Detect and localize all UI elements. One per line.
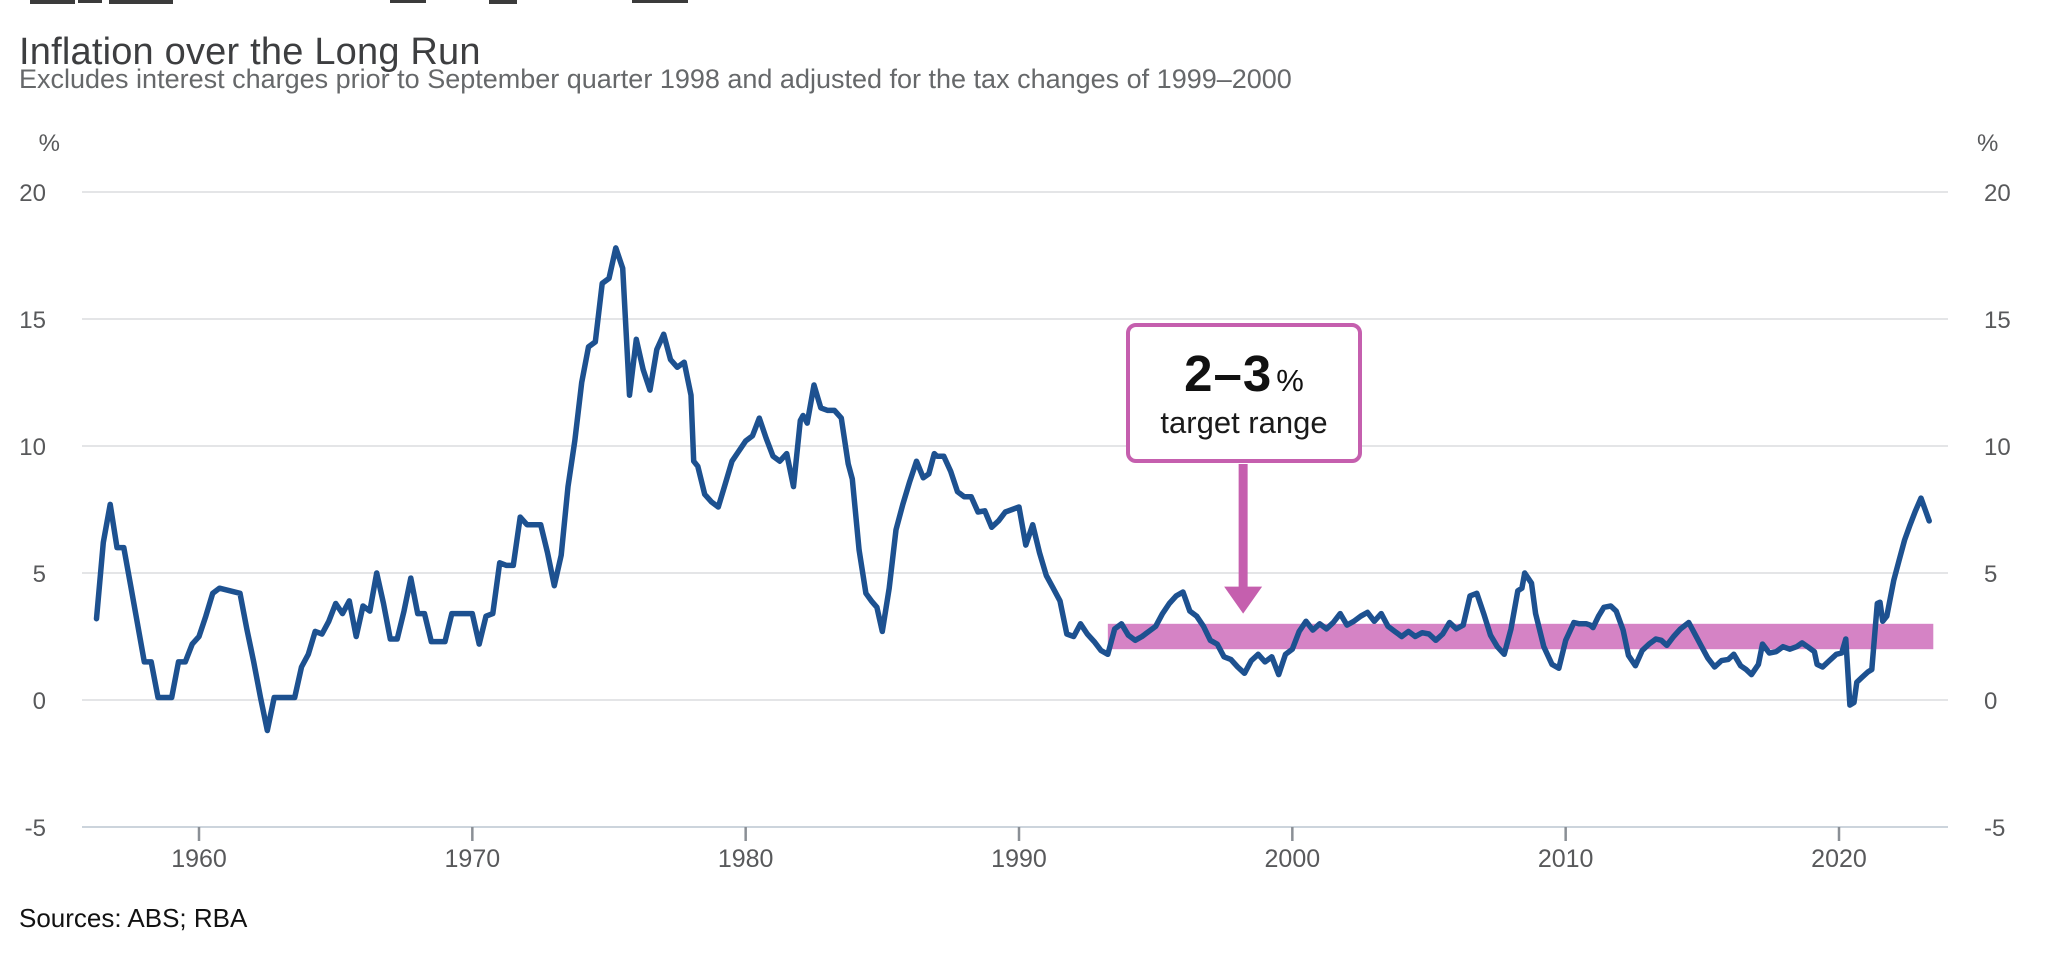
- sources-note: Sources: ABS; RBA: [19, 903, 248, 933]
- y-axis-label-left: 0: [33, 688, 46, 715]
- x-axis-label-2020: 2020: [1811, 845, 1867, 873]
- y-axis-label-left: 20: [19, 180, 46, 207]
- x-axis-label-1960: 1960: [171, 845, 227, 873]
- y-axis-label-left: 10: [19, 434, 46, 461]
- target-range-label: target range: [1160, 404, 1328, 440]
- y-axis-label-right: -5: [1984, 815, 2005, 842]
- annotation-arrow-head: [1224, 586, 1263, 614]
- x-axis-label-1970: 1970: [445, 845, 501, 873]
- x-axis-label-1980: 1980: [718, 845, 774, 873]
- x-axis-label-2010: 2010: [1538, 845, 1594, 873]
- y-axis-unit-left: %: [39, 130, 60, 157]
- y-axis-label-right: 0: [1984, 688, 1997, 715]
- target-range-annotation-box: 2–3 % target range: [1126, 323, 1362, 463]
- y-axis-label-left: 15: [19, 307, 46, 334]
- y-axis-unit-right: %: [1977, 130, 1998, 157]
- x-axis-label-1990: 1990: [991, 845, 1047, 873]
- y-axis-label-left: -5: [25, 815, 46, 842]
- cropped-text-artifact: [0, 0, 900, 6]
- x-axis-label-2000: 2000: [1265, 845, 1321, 873]
- y-axis-label-left: 5: [33, 561, 46, 588]
- target-range-percent-sign: %: [1276, 362, 1304, 398]
- inflation-series-line: [93, 245, 1932, 734]
- y-axis-label-right: 10: [1984, 434, 2011, 461]
- target-range-value: 2–3: [1184, 344, 1273, 402]
- target-range-value-row: 2–3 %: [1184, 348, 1304, 399]
- y-axis-label-right: 15: [1984, 307, 2011, 334]
- chart-title: Inflation over the Long Run: [19, 31, 481, 74]
- y-axis-label-right: 5: [1984, 561, 1997, 588]
- chart-subtitle: Excludes interest charges prior to Septe…: [19, 64, 1292, 94]
- y-axis-label-right: 20: [1984, 180, 2011, 207]
